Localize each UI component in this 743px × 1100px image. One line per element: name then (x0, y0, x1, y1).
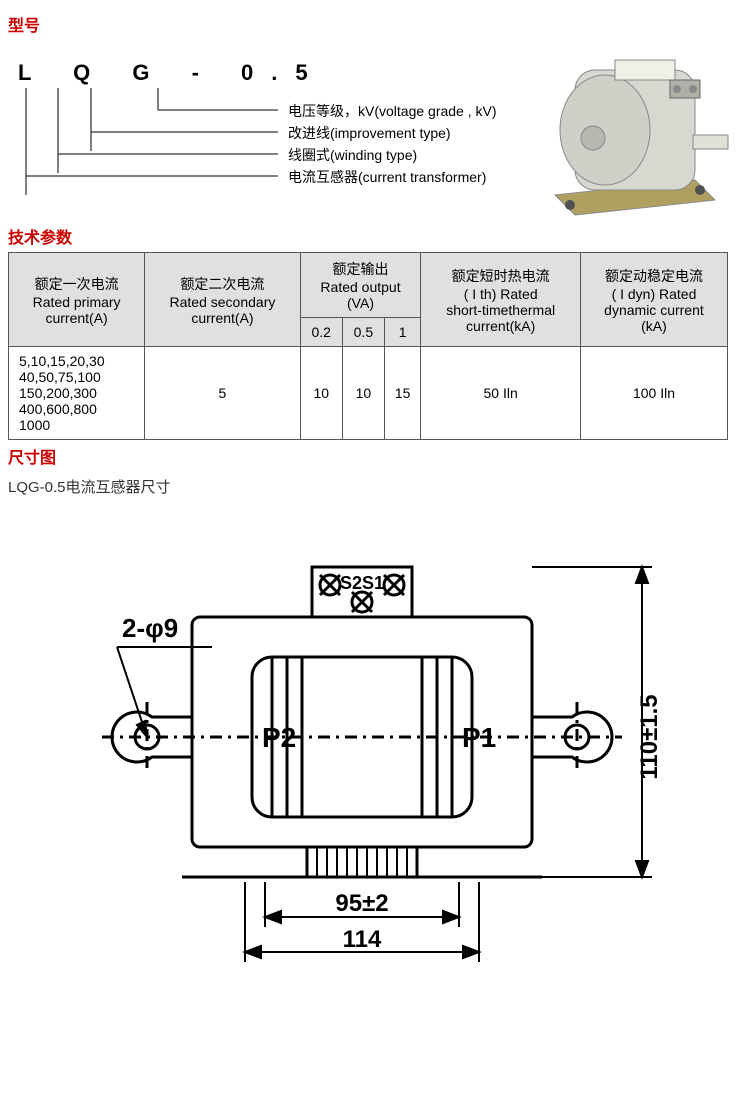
th-out-1: 1 (384, 318, 420, 347)
th-output: 额定输出 Rated output (VA) (300, 253, 421, 318)
th-out-02: 0.2 (300, 318, 342, 347)
cell-secondary: 5 (145, 347, 300, 440)
cell-primary: 5,10,15,20,30 40,50,75,100 150,200,300 4… (9, 347, 145, 440)
dim-holes-label: 2-φ9 (122, 613, 178, 643)
model-label-0: 电压等级，kV(voltage grade , kV) (288, 100, 497, 122)
dim-caption: LQG-0.5电流互感器尺寸 (8, 476, 735, 497)
th-primary: 额定一次电流 Rated primary current(A) (9, 253, 145, 347)
model-label-1: 改进线(improvement type) (288, 122, 497, 144)
section-title-spec: 技术参数 (8, 224, 735, 248)
th-secondary: 额定二次电流 Rated secondary current(A) (145, 253, 300, 347)
table-row: 5,10,15,20,30 40,50,75,100 150,200,300 4… (9, 347, 728, 440)
label-p2: P2 (262, 722, 296, 753)
th-dynamic: 额定动稳定电流 ( I dyn) Rated dynamic current (… (580, 253, 727, 347)
cell-thermal: 50 Iln (421, 347, 581, 440)
model-label-2: 线圈式(winding type) (288, 144, 497, 166)
dim-w2-label: 114 (342, 926, 381, 953)
dim-height-label: 110±1.5 (636, 694, 663, 779)
section-title-dim: 尺寸图 (8, 444, 735, 468)
dimension-drawing: 110±1.5 95±2 114 2-φ9 P2 P1 S2S1 (8, 507, 735, 990)
label-s2s1: S2S1 (340, 573, 384, 593)
model-label-3: 电流互感器(current transformer) (288, 166, 497, 188)
cell-dynamic: 100 Iln (580, 347, 727, 440)
th-out-05: 0.5 (342, 318, 384, 347)
cell-out05: 10 (342, 347, 384, 440)
dim-w1-label: 95±2 (335, 890, 388, 917)
model-diagram-area: L Q G - 0.5 电压等级，kV(voltage grade , kV) … (8, 40, 735, 220)
spec-table: 额定一次电流 Rated primary current(A) 额定二次电流 R… (8, 252, 728, 440)
section-title-model: 型号 (8, 12, 735, 36)
model-label-list: 电压等级，kV(voltage grade , kV) 改进线(improvem… (288, 100, 497, 188)
product-photo (515, 40, 735, 220)
th-thermal: 额定短时热电流 ( I th) Rated short-timethermal … (421, 253, 581, 347)
label-p1: P1 (462, 722, 496, 753)
cell-out02: 10 (300, 347, 342, 440)
cell-out1: 15 (384, 347, 420, 440)
